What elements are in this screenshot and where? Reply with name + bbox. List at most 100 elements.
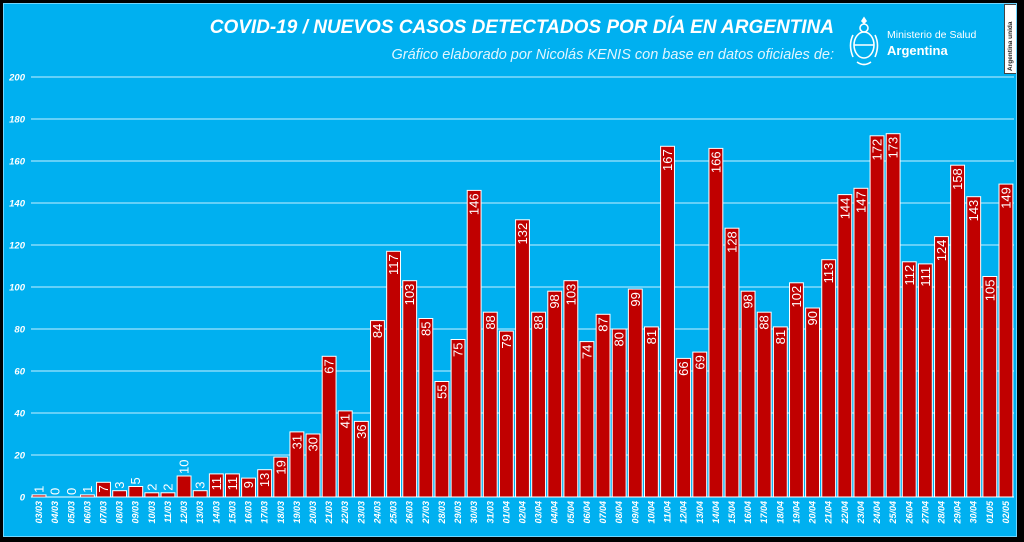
- x-tick-label: 06/03: [82, 501, 92, 524]
- value-label: 147: [853, 191, 868, 213]
- value-label: 112: [902, 265, 917, 286]
- x-tick-label: 10/04: [646, 501, 656, 524]
- x-tick-label: 19/03: [292, 501, 302, 524]
- value-label: 10: [177, 460, 192, 474]
- bar: [885, 133, 901, 498]
- bar: [901, 261, 917, 498]
- x-tick-label: 20/03: [308, 501, 318, 525]
- value-label: 124: [934, 240, 949, 262]
- x-tick-label: 08/04: [614, 501, 624, 524]
- value-label: 5: [128, 477, 143, 484]
- bar: [466, 189, 482, 498]
- bar: [708, 147, 724, 498]
- value-label: 55: [434, 385, 449, 399]
- x-tick-label: 17/03: [260, 501, 270, 524]
- x-tick-label: 14/04: [711, 501, 721, 524]
- x-tick-label: 18/03: [276, 501, 286, 524]
- value-label: 74: [579, 345, 594, 359]
- bar: [934, 236, 949, 498]
- value-label: 84: [370, 324, 385, 338]
- x-tick-label: 24/03: [372, 501, 382, 525]
- value-label: 30: [306, 437, 321, 451]
- y-axis: 0 20 40 60 80 100 120 140 160 180 200: [8, 73, 26, 504]
- x-tick-label: 03/04: [534, 501, 544, 524]
- x-tick-label: 05/03: [66, 501, 76, 524]
- value-label: 69: [692, 355, 707, 369]
- bar: [128, 486, 144, 498]
- bars: [31, 133, 1014, 498]
- value-label: 81: [644, 330, 659, 344]
- bar: [676, 357, 692, 498]
- value-label: 31: [289, 435, 304, 449]
- value-label: 143: [966, 200, 981, 222]
- x-tick-label: 18/04: [775, 501, 785, 524]
- value-label: 1: [32, 486, 47, 493]
- bar: [386, 250, 402, 498]
- bar: [402, 280, 418, 498]
- bar: [192, 490, 208, 498]
- bar: [321, 355, 337, 498]
- x-tick-label: 02/04: [518, 501, 528, 524]
- x-tick-label: 24/04: [872, 501, 882, 525]
- value-label: 144: [837, 198, 852, 220]
- bar: [966, 196, 982, 498]
- value-label: 87: [596, 317, 611, 331]
- value-label: 7: [96, 485, 111, 492]
- x-tick-label: 30/04: [969, 501, 979, 524]
- x-tick-label: 12/04: [679, 501, 689, 524]
- value-label: 0: [64, 488, 79, 495]
- y-tick-label: 180: [9, 115, 26, 126]
- x-tick-label: 25/04: [888, 501, 898, 525]
- bar: [531, 311, 547, 498]
- bar: [144, 492, 160, 498]
- value-label: 13: [257, 473, 272, 487]
- x-tick-label: 07/03: [99, 501, 109, 524]
- value-label: 41: [338, 414, 353, 428]
- value-label: 98: [547, 294, 562, 308]
- x-tick-label: 28/03: [437, 501, 447, 525]
- x-tick-label: 26/03: [405, 501, 415, 525]
- value-label: 103: [563, 284, 578, 306]
- value-label: 9: [241, 481, 256, 488]
- bar: [160, 492, 176, 498]
- bar: [418, 318, 434, 498]
- value-label: 19: [273, 460, 288, 474]
- value-label: 3: [112, 481, 127, 488]
- x-tick-label: 13/04: [695, 501, 705, 524]
- x-tick-label: 16/03: [244, 501, 254, 524]
- x-tick-label: 09/04: [630, 501, 640, 524]
- value-label: 146: [467, 193, 482, 215]
- value-label: 158: [950, 168, 965, 190]
- value-label: 172: [870, 139, 885, 161]
- bar: [515, 219, 530, 498]
- value-label: 113: [821, 263, 836, 284]
- bar: [176, 475, 192, 498]
- argentina-emblem-icon: [849, 16, 879, 66]
- x-tick-label: 11/04: [663, 501, 673, 523]
- value-label: 149: [998, 187, 1013, 209]
- value-label: 98: [741, 294, 756, 308]
- value-label: 90: [805, 311, 820, 325]
- value-label: 0: [48, 488, 63, 495]
- value-label: 173: [886, 137, 901, 159]
- value-label: 36: [354, 424, 369, 438]
- x-tick-label: 16/04: [743, 501, 753, 524]
- bar: [579, 341, 595, 498]
- y-tick-label: 200: [8, 73, 26, 84]
- bar: [660, 145, 675, 498]
- x-tick-label: 30/03: [469, 501, 479, 524]
- x-tick-label: 09/03: [131, 501, 141, 524]
- y-tick-label: 120: [9, 241, 26, 252]
- x-tick-label: 15/03: [227, 501, 237, 524]
- x-tick-label: 10/03: [147, 501, 157, 524]
- value-label: 102: [789, 286, 804, 308]
- value-label: 99: [628, 292, 643, 306]
- x-tick-label: 31/03: [485, 501, 495, 524]
- x-tick-label: 27/03: [421, 501, 431, 525]
- value-label: 79: [499, 334, 514, 348]
- value-label: 66: [676, 361, 691, 375]
- x-tick-label: 29/03: [453, 501, 463, 525]
- x-tick-label: 21/03: [324, 501, 334, 525]
- x-tick-label: 23/03: [356, 501, 366, 525]
